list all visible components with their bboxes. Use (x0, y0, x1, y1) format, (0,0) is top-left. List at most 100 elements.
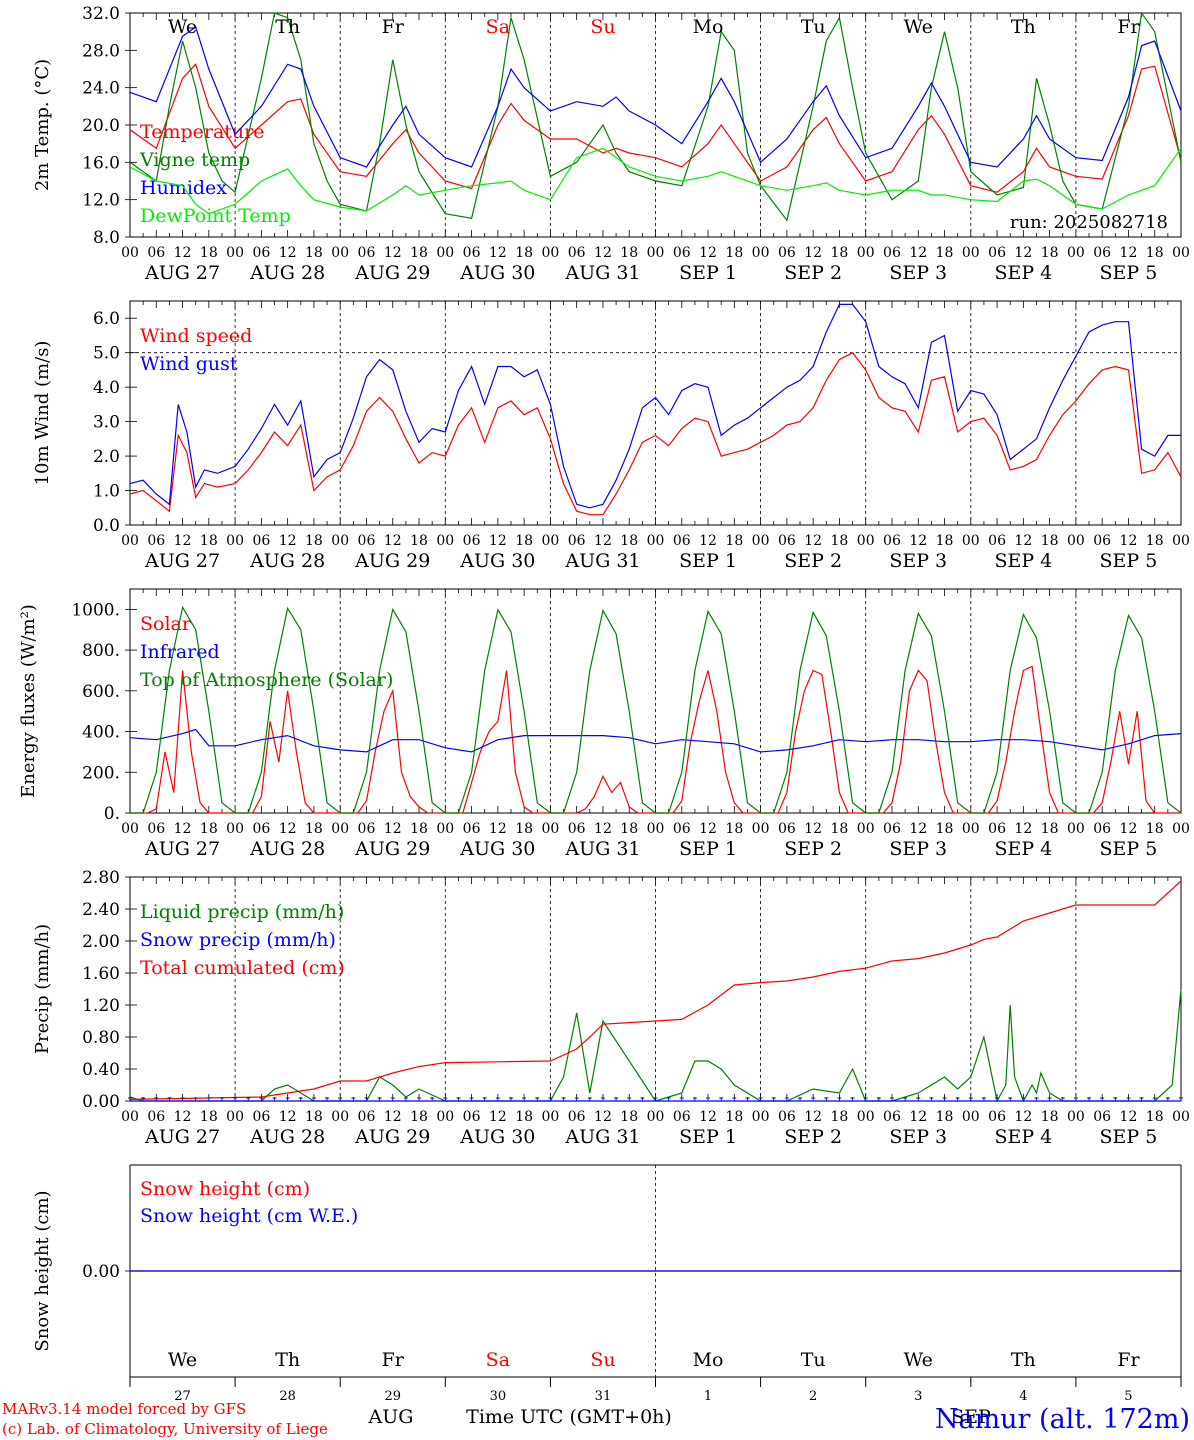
date-label: AUG 28 (249, 550, 325, 572)
hour-label: 06 (988, 533, 1006, 549)
hour-label: 06 (1093, 1109, 1111, 1125)
credit-line-1: MARv3.14 model forced by GFS (2, 1400, 246, 1418)
hour-label: 18 (515, 1109, 533, 1125)
legend-entry-2: Infrared (140, 641, 220, 663)
hour-label: 00 (752, 1109, 770, 1125)
hour-label: 06 (673, 1109, 691, 1125)
y-tick-label: 600. (82, 682, 120, 702)
hour-label: 12 (1014, 821, 1032, 837)
date-label: SEP 3 (889, 550, 947, 572)
footer-day-label: Tu (801, 1349, 826, 1371)
panel-1: 8.0 12.0 16.0 20.0 24.0 28.0 32.0 2m Temp. (°C)… (32, 4, 1190, 284)
hour-label: 00 (121, 821, 139, 837)
hour-label: 00 (226, 1109, 244, 1125)
hour-label: 06 (778, 821, 796, 837)
hour-label: 00 (226, 245, 244, 261)
chart-panels: 8.0 12.0 16.0 20.0 24.0 28.0 32.0 2m Temp. (°C)… (18, 4, 1190, 1377)
hour-label: 06 (988, 1109, 1006, 1125)
day-label: Fr (1117, 16, 1140, 38)
plot-frame (129, 300, 1182, 526)
hour-label: 12 (699, 1109, 717, 1125)
y-tick-label: 0.80 (82, 1028, 120, 1048)
date-label: SEP 5 (1100, 1126, 1158, 1148)
hour-label: 12 (699, 245, 717, 261)
hour-label: 00 (541, 245, 559, 261)
legend-entry-2: Snow precip (mm/h) (140, 929, 336, 951)
date-label: AUG 31 (564, 550, 640, 572)
hour-label: 18 (1146, 1109, 1164, 1125)
hour-label: 12 (1014, 245, 1032, 261)
hour-label: 18 (305, 533, 323, 549)
hour-label: 18 (936, 821, 954, 837)
legend-entry-1: Solar (140, 613, 192, 635)
y-tick-label: 32.0 (82, 4, 120, 24)
hour-label: 06 (252, 1109, 270, 1125)
date-label: AUG 27 (144, 262, 220, 284)
hour-label: 00 (857, 533, 875, 549)
footer-day-label: Th (1011, 1349, 1036, 1371)
date-label: SEP 5 (1100, 550, 1158, 572)
credit-line-2: (c) Lab. of Climatology, University of L… (2, 1420, 328, 1438)
hour-label: 12 (594, 245, 612, 261)
date-label: SEP 4 (994, 550, 1052, 572)
hour-label: 00 (1172, 1109, 1190, 1125)
date-label: AUG 30 (459, 262, 535, 284)
hour-label: 18 (725, 821, 743, 837)
hour-label: 12 (594, 1109, 612, 1125)
y-tick-label: 0.00 (82, 1092, 120, 1112)
date-label: AUG 29 (354, 838, 430, 860)
hour-label: 00 (857, 1109, 875, 1125)
hour-label: 00 (1172, 821, 1190, 837)
hour-label: 00 (436, 533, 454, 549)
hour-label: 06 (463, 245, 481, 261)
hour-label: 12 (804, 533, 822, 549)
hour-label: 00 (331, 533, 349, 549)
hour-label: 18 (200, 533, 218, 549)
hour-label: 06 (463, 1109, 481, 1125)
date-label: AUG 31 (564, 838, 640, 860)
hour-label: 12 (384, 821, 402, 837)
plot-frame (129, 588, 1182, 814)
date-label: AUG 31 (564, 262, 640, 284)
footer-day-label: We (168, 1349, 197, 1371)
date-label: SEP 5 (1100, 262, 1158, 284)
hour-label: 00 (647, 821, 665, 837)
hour-label: 00 (752, 821, 770, 837)
hour-label: 12 (804, 821, 822, 837)
hour-label: 18 (1146, 821, 1164, 837)
hour-label: 18 (620, 821, 638, 837)
day-label: We (904, 16, 933, 38)
hour-label: 00 (331, 1109, 349, 1125)
day-label: Th (1011, 16, 1036, 38)
day-label: Sa (486, 16, 510, 38)
y-tick-label: 0.40 (82, 1060, 120, 1080)
y-axis-label: Precip (mm/h) (32, 924, 53, 1054)
hour-label: 00 (857, 245, 875, 261)
hour-label: 06 (147, 1109, 165, 1125)
footer-day-number: 29 (384, 1389, 401, 1404)
day-label: Fr (382, 16, 405, 38)
date-label: SEP 4 (994, 262, 1052, 284)
footer-axis: AUG Time UTC (GMT+0h) SEP MARv3.14 model… (2, 1349, 1190, 1438)
hour-label: 06 (463, 821, 481, 837)
hour-label: 00 (1067, 1109, 1085, 1125)
hour-label: 06 (568, 245, 586, 261)
date-label: AUG 31 (564, 1126, 640, 1148)
footer-day-label: Fr (382, 1349, 405, 1371)
y-axis-label: Snow height (cm) (32, 1190, 53, 1351)
hour-label: 12 (174, 245, 192, 261)
hour-label: 00 (121, 1109, 139, 1125)
footer-day-number: 28 (279, 1389, 296, 1404)
hour-label: 06 (883, 245, 901, 261)
hour-label: 18 (515, 821, 533, 837)
hour-label: 12 (279, 533, 297, 549)
hour-label: 18 (305, 1109, 323, 1125)
date-label: SEP 1 (679, 550, 737, 572)
hour-label: 12 (174, 821, 192, 837)
y-tick-label: 0.00 (82, 1262, 120, 1282)
hour-label: 18 (725, 533, 743, 549)
hour-label: 00 (1172, 533, 1190, 549)
day-label: Th (275, 16, 300, 38)
footer-day-number: 27 (174, 1389, 191, 1404)
